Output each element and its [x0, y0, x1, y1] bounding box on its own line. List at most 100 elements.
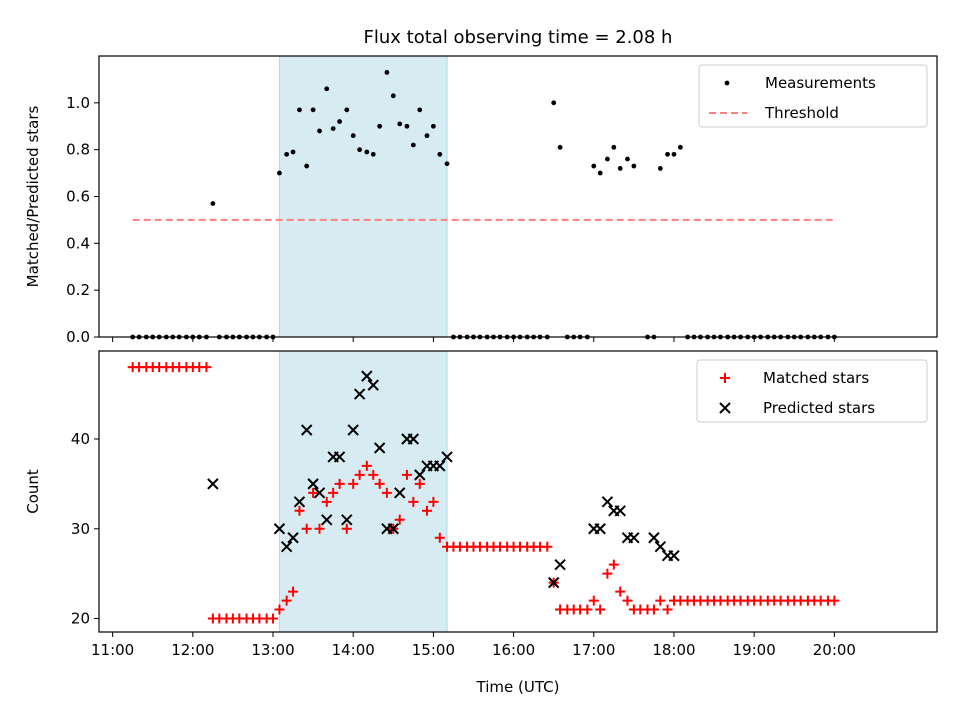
- y-tick-label: 0.6: [66, 188, 90, 206]
- legend-matched-stars-swatch: [720, 373, 730, 383]
- measurements-point: [597, 170, 603, 176]
- y-tick-label: 40: [71, 430, 90, 448]
- matched-stars-point: [394, 514, 405, 525]
- measurements-point: [430, 123, 436, 129]
- measurements-point: [350, 133, 356, 139]
- predicted-stars-point: [207, 478, 219, 490]
- matched-stars-point: [334, 478, 345, 489]
- legend-label: Predicted stars: [763, 399, 875, 417]
- predicted-stars-point: [373, 442, 386, 454]
- measurements-point: [437, 151, 443, 157]
- panel-counts: 20 30 40 11:00 12:00 13:00 14:00 15:00 16:00 17:0…: [24, 350, 938, 659]
- predicted-stars-point: [353, 388, 366, 400]
- matched-stars-point: [361, 460, 372, 471]
- matched-stars-point: [655, 595, 666, 606]
- x-tick-label: 17:00: [572, 641, 615, 659]
- measurements-point: [324, 86, 330, 92]
- matched-stars-point: [281, 595, 292, 606]
- measurements-point: [677, 144, 683, 150]
- matched-stars-point: [542, 541, 553, 552]
- legend-label: Threshold: [764, 104, 839, 122]
- x-tick-label: 12:00: [171, 641, 214, 659]
- predicted-stars-point: [367, 379, 379, 391]
- measurements-point: [404, 123, 410, 129]
- matched-stars-point: [374, 478, 385, 489]
- measurements-point: [631, 163, 637, 169]
- predicted-stars-point: [280, 541, 293, 553]
- measurements-point: [671, 151, 677, 157]
- measurements-point: [397, 121, 403, 127]
- predicted-stars-point: [321, 514, 333, 526]
- measurements-point: [551, 100, 557, 106]
- matched-stars-point: [288, 586, 299, 597]
- x-tick-label: 20:00: [813, 641, 856, 659]
- measurements-point: [605, 156, 610, 162]
- y-tick-label: 0.8: [66, 141, 90, 159]
- y-tick-label: 0.4: [66, 234, 90, 252]
- measurements-point: [377, 123, 383, 129]
- matched-stars-point: [381, 487, 392, 498]
- matched-stars-point: [588, 595, 599, 606]
- matched-stars-point: [648, 604, 659, 615]
- measurements-point: [370, 151, 376, 157]
- matched-stars-point: [328, 487, 339, 498]
- x-tick-label: 15:00: [412, 641, 455, 659]
- matched-stars-point: [829, 595, 840, 606]
- matched-stars-point: [274, 604, 285, 615]
- matched-stars-point: [622, 595, 633, 606]
- matched-stars-point: [368, 469, 379, 480]
- predicted-stars-point: [300, 424, 313, 436]
- measurements-point: [384, 69, 390, 75]
- matched-stars-point: [201, 362, 212, 373]
- y-tick-label: 1.0: [66, 94, 90, 112]
- legend-predicted-stars-swatch: [719, 402, 731, 414]
- x-axis-label: Time (UTC): [476, 678, 560, 696]
- predicted-stars-point: [648, 532, 660, 544]
- axes-frame: [98, 350, 938, 633]
- predicted-stars-point: [407, 433, 420, 445]
- predicted-stars-point: [594, 523, 606, 535]
- measurements-point: [617, 166, 623, 171]
- legend: Measurements Threshold: [698, 64, 928, 128]
- measurements-point: [390, 93, 396, 99]
- measurements-point: [410, 142, 416, 148]
- matched-stars-point: [602, 568, 613, 579]
- matched-stars-point: [608, 559, 619, 570]
- legend: Matched stars Predicted stars: [696, 359, 928, 423]
- measurements-point: [657, 166, 663, 171]
- measurements-point: [310, 107, 316, 113]
- legend-measurements-swatch: [724, 80, 730, 86]
- measurements-point: [444, 161, 450, 167]
- y-tick-label: 0.0: [66, 328, 90, 346]
- measurements-point: [611, 144, 617, 150]
- y-axis-label: Matched/Predicted stars: [24, 106, 42, 288]
- predicted-stars-point: [434, 460, 446, 472]
- panel-ratio: 0.0 0.2 0.4 0.6 0.8 1.0 Matched/Predicted star…: [24, 55, 938, 346]
- measurements-point: [424, 133, 430, 139]
- legend-box: [698, 64, 928, 128]
- measurements-point: [625, 156, 630, 162]
- predicted-stars-point: [307, 478, 319, 490]
- predicted-stars-point: [333, 451, 346, 463]
- measurements-point: [284, 151, 290, 157]
- measurements-point: [304, 163, 310, 169]
- predicted-stars-point: [554, 558, 566, 571]
- highlight-span: [278, 350, 448, 633]
- measurements-point: [357, 147, 363, 153]
- matched-stars-point: [595, 604, 606, 615]
- matched-stars-point: [408, 496, 419, 507]
- predicted-stars-point: [361, 370, 373, 382]
- matched-stars-point: [294, 505, 305, 516]
- predicted-stars-point: [441, 451, 453, 463]
- predicted-stars-point: [547, 576, 560, 589]
- matched-stars-point: [428, 496, 439, 507]
- predicted-stars-point: [341, 514, 353, 526]
- matched-stars-point: [348, 478, 359, 489]
- matched-stars-point: [308, 487, 319, 498]
- legend-label: Measurements: [765, 74, 876, 92]
- predicted-stars-point: [273, 523, 286, 535]
- predicted-stars-point: [654, 541, 667, 553]
- predicted-stars-point: [414, 469, 426, 481]
- measurements-point: [210, 201, 216, 206]
